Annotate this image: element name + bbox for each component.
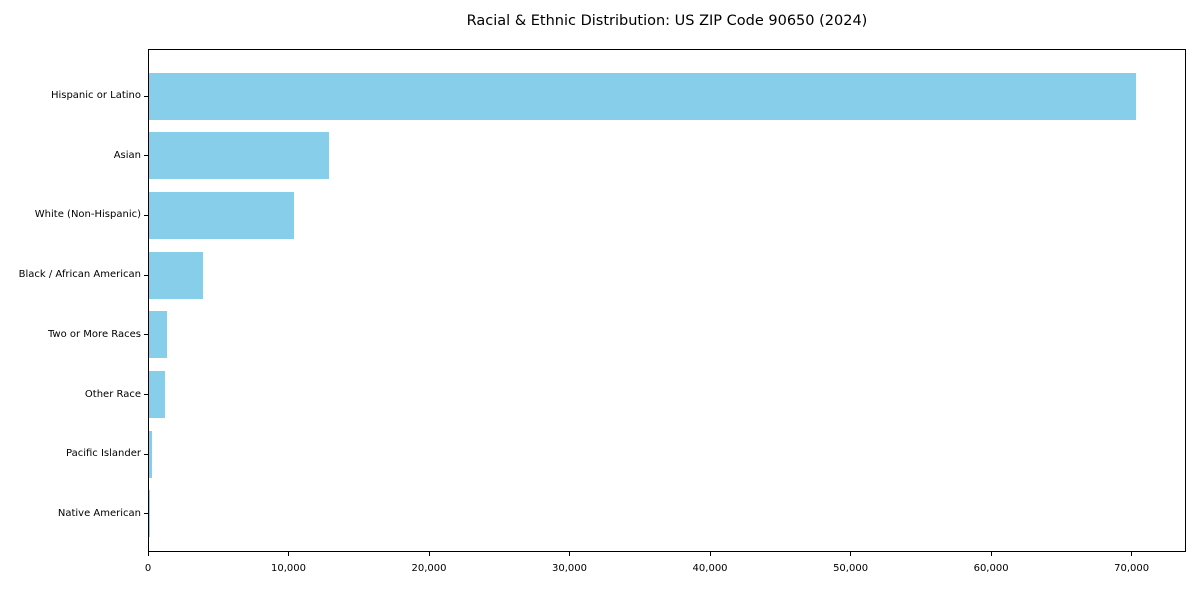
x-axis-label: 50,000 <box>833 563 869 574</box>
bar-other-race <box>149 371 165 418</box>
y-axis-label-hispanic-or-latino: Hispanic or Latino <box>50 90 141 101</box>
y-axis-label-white-non-hispanic: White (Non-Hispanic) <box>34 209 141 221</box>
bar-asian <box>149 132 330 180</box>
x-axis-tick <box>569 552 571 556</box>
bar-hispanic-or-latino <box>149 72 1136 120</box>
x-axis-label: 20,000 <box>411 563 447 574</box>
y-axis-tick <box>144 513 148 515</box>
x-axis-label: 60,000 <box>973 563 1009 574</box>
y-axis-tick <box>144 394 148 395</box>
y-axis-tick <box>144 214 148 216</box>
bar-white-non-hispanic <box>149 191 294 239</box>
y-axis-label-asian: Asian <box>113 149 141 161</box>
x-axis-tick <box>850 552 852 556</box>
x-axis-label: 0 <box>144 563 152 574</box>
bar-two-or-more-races <box>149 311 167 359</box>
y-axis-tick <box>144 274 148 276</box>
y-axis-tick <box>144 334 148 336</box>
bar-pacific-islander <box>149 430 152 478</box>
x-axis-label: 10,000 <box>271 563 306 574</box>
y-axis-label-black-african-american: Black / African American <box>18 269 141 281</box>
x-axis-tick <box>428 552 430 556</box>
bar-native-american <box>149 490 151 538</box>
x-axis-tick <box>288 552 289 556</box>
x-axis-label: 40,000 <box>692 563 728 574</box>
y-axis-label-pacific-islander: Pacific Islander <box>66 448 141 460</box>
y-axis-label-native-american: Native American <box>57 507 141 519</box>
x-axis-label: 30,000 <box>552 563 588 574</box>
x-axis-tick <box>147 552 149 556</box>
y-axis-tick <box>144 155 148 157</box>
x-axis-label: 70,000 <box>1114 563 1150 574</box>
y-axis-tick <box>144 453 148 455</box>
y-axis-tick <box>144 95 148 97</box>
x-axis-tick <box>709 552 711 556</box>
y-axis-label-other-race: Other Race <box>84 388 141 400</box>
bar-black-african-american <box>149 251 203 299</box>
y-axis-label-two-or-more-races: Two or More Races <box>47 328 141 340</box>
x-axis-tick <box>1131 552 1133 556</box>
chart-title: Racial & Ethnic Distribution: US ZIP Cod… <box>466 13 868 29</box>
plot-area <box>148 49 1186 552</box>
x-axis-tick <box>990 552 992 556</box>
